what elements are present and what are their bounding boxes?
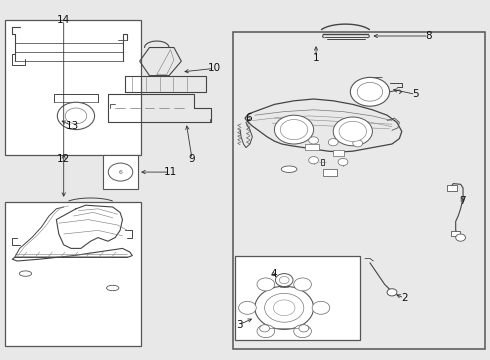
Circle shape (328, 139, 338, 146)
Circle shape (338, 158, 348, 166)
Circle shape (274, 115, 314, 144)
Bar (451, 231, 460, 236)
Bar (305, 144, 319, 150)
Circle shape (294, 325, 311, 338)
Circle shape (257, 278, 274, 291)
Bar (5, 202, 141, 346)
Circle shape (239, 301, 256, 314)
Text: 1: 1 (313, 53, 319, 63)
Circle shape (456, 234, 466, 241)
Circle shape (357, 82, 383, 101)
Circle shape (265, 293, 304, 322)
Bar (323, 169, 337, 176)
Text: 14: 14 (57, 15, 71, 25)
Bar (447, 185, 457, 191)
Circle shape (257, 325, 274, 338)
Circle shape (279, 276, 289, 284)
Text: 11: 11 (164, 167, 177, 177)
Circle shape (350, 77, 390, 106)
Circle shape (275, 274, 293, 287)
Bar (103, 155, 138, 189)
Text: 6: 6 (119, 170, 122, 175)
Text: 7: 7 (459, 195, 466, 206)
Circle shape (387, 289, 397, 296)
Text: 9: 9 (189, 154, 196, 164)
Text: 10: 10 (208, 63, 220, 73)
Circle shape (273, 300, 295, 316)
Ellipse shape (19, 271, 31, 276)
Text: 8: 8 (425, 31, 432, 41)
Bar (5, 20, 141, 155)
Circle shape (353, 140, 363, 147)
Circle shape (280, 120, 308, 140)
Circle shape (65, 108, 87, 124)
Circle shape (260, 325, 270, 332)
Bar (235, 256, 360, 340)
Bar (233, 32, 485, 349)
Circle shape (309, 157, 318, 164)
Circle shape (333, 117, 372, 146)
Bar (333, 150, 344, 156)
Ellipse shape (107, 285, 119, 291)
Text: 2: 2 (401, 293, 408, 303)
Ellipse shape (281, 166, 297, 172)
Text: 12: 12 (57, 154, 71, 164)
Text: 4: 4 (270, 269, 277, 279)
Circle shape (57, 102, 95, 130)
Text: 13: 13 (66, 121, 79, 131)
Circle shape (294, 278, 311, 291)
Text: 3: 3 (236, 320, 243, 330)
Circle shape (312, 301, 330, 314)
Text: 6: 6 (245, 113, 252, 123)
Circle shape (299, 325, 309, 332)
Circle shape (108, 163, 133, 181)
Text: 5: 5 (412, 89, 419, 99)
Circle shape (339, 121, 367, 141)
Circle shape (309, 137, 318, 144)
Circle shape (255, 286, 314, 329)
